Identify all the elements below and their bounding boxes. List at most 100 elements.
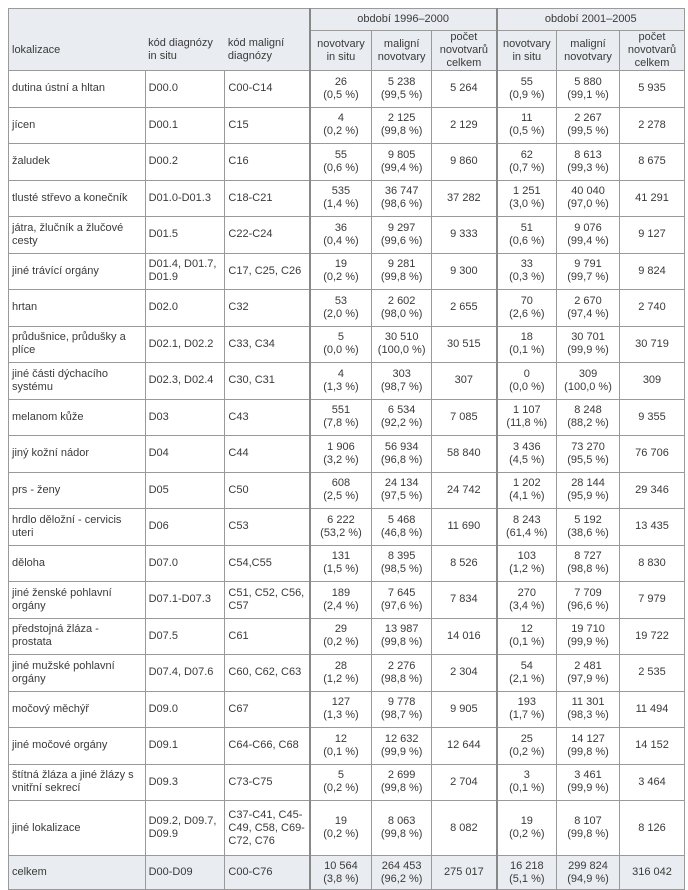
table-row: hrtan D02.0 C32 53 (2,0 %) 2 602 (98,0 %) 2 655… bbox=[8, 289, 685, 327]
cell-maligni-2001-value: 2 670 bbox=[574, 294, 602, 307]
cell-celkem-1996: 11 690 bbox=[431, 508, 498, 546]
cell-in-situ-1996-value: (0,5 %) bbox=[323, 88, 359, 101]
cell-kod-maligni: C51, C52, C56, C57 bbox=[224, 581, 311, 619]
cell-lokalizace-value: jiné části dýchacího systému bbox=[12, 367, 108, 393]
cell-celkem-1996: 37 282 bbox=[431, 179, 498, 217]
table-body: dutina ústní a hltan D00.0 C00-C14 26 (0,5 %… bbox=[8, 70, 685, 890]
cell-maligni-1996-value: (99,6 %) bbox=[380, 234, 423, 247]
cell-in-situ-1996: 6 222 (53,2 %) bbox=[308, 508, 373, 546]
cell-in-situ-1996: 53 (2,0 %) bbox=[308, 289, 373, 327]
incidence-table: období 1996–2000 období 2001–2005 lokali… bbox=[7, 8, 685, 890]
cell-celkem-2001-value: 9 824 bbox=[638, 264, 666, 277]
cell-in-situ-1996-value: (1,3 %) bbox=[323, 380, 359, 393]
cell-maligni-2001: 2 267 (99,5 %) bbox=[556, 106, 620, 144]
cell-celkem-2001-value: 13 435 bbox=[635, 520, 669, 533]
cell-in-situ-1996-value: (0,1 %) bbox=[323, 745, 359, 758]
cell-kod-in-situ-value: D00-D09 bbox=[148, 866, 193, 878]
cell-in-situ-1996-value: (3,8 %) bbox=[323, 872, 359, 885]
cell-celkem-1996-value: 2 304 bbox=[450, 666, 478, 679]
cell-kod-maligni: C22-C24 bbox=[224, 216, 311, 254]
cell-celkem-2001: 29 346 bbox=[619, 471, 685, 509]
cell-maligni-2001: 3 461 (99,9 %) bbox=[556, 763, 620, 801]
cell-in-situ-2001-value: 3 bbox=[523, 769, 530, 782]
cell-celkem-1996: 2 655 bbox=[431, 289, 498, 327]
cell-celkem-1996: 2 704 bbox=[431, 763, 498, 801]
cell-in-situ-2001: 12 (0,1 %) bbox=[495, 617, 558, 655]
cell-maligni-1996: 2 699 (99,8 %) bbox=[371, 763, 433, 801]
cell-kod-maligni: C00-C14 bbox=[224, 70, 311, 108]
cell-in-situ-1996: 127 (1,3 %) bbox=[308, 690, 373, 728]
cell-celkem-2001-value: 2 535 bbox=[638, 666, 666, 679]
cell-kod-in-situ: D02.1, D02.2 bbox=[144, 325, 226, 363]
cell-lokalizace: štítná žláza a jiné žlázy s vnitřní sekr… bbox=[8, 763, 146, 801]
cell-maligni-1996: 2 125 (99,8 %) bbox=[371, 106, 433, 144]
cell-kod-maligni: C17, C25, C26 bbox=[224, 252, 311, 290]
cell-kod-maligni-value: C51, C52, C56, C57 bbox=[228, 586, 305, 612]
cell-maligni-2001: 5 880 (99,1 %) bbox=[556, 70, 620, 108]
cell-maligni-1996-value: 7 645 bbox=[387, 586, 416, 599]
cell-in-situ-2001-value: (0,5 %) bbox=[509, 125, 545, 138]
cell-in-situ-1996-value: 535 bbox=[331, 185, 351, 198]
cell-celkem-2001: 9 355 bbox=[619, 398, 685, 436]
cell-in-situ-1996: 10 564 (3,8 %) bbox=[308, 855, 373, 890]
cell-in-situ-2001: 3 436 (4,5 %) bbox=[495, 435, 558, 473]
cell-maligni-1996: 5 238 (99,5 %) bbox=[371, 70, 433, 108]
table-row: melanom kůže D03 C43 551 (7,8 %) 6 534 (92,2 %… bbox=[8, 398, 685, 436]
cell-kod-in-situ-value: D02.1, D02.2 bbox=[148, 337, 214, 350]
cell-in-situ-1996-value: (53,2 %) bbox=[320, 526, 362, 539]
cell-in-situ-1996: 189 (2,4 %) bbox=[308, 581, 373, 619]
cell-lokalizace: jiné trávící orgány bbox=[8, 252, 146, 290]
cell-celkem-2001: 5 935 bbox=[619, 70, 685, 108]
cell-kod-maligni-value: C30, C31 bbox=[228, 374, 275, 387]
cell-lokalizace-value: celkem bbox=[12, 866, 47, 878]
cell-in-situ-2001-value: (1,7 %) bbox=[509, 709, 545, 722]
cell-maligni-2001-value: (97,4 %) bbox=[567, 307, 609, 320]
cell-celkem-1996: 9 905 bbox=[431, 690, 498, 728]
cell-kod-in-situ: D00.0 bbox=[144, 70, 226, 108]
cell-in-situ-1996: 29 (0,2 %) bbox=[308, 617, 373, 655]
cell-maligni-2001-value: 309 bbox=[578, 367, 598, 380]
cell-maligni-2001: 7 709 (96,6 %) bbox=[556, 581, 620, 619]
cell-lokalizace-value: jiné močové orgány bbox=[12, 739, 108, 752]
header-blank bbox=[7, 8, 310, 31]
cell-in-situ-1996: 55 (0,6 %) bbox=[308, 143, 373, 181]
table-row: jiné močové orgány D09.1 C64-C66, C68 12 (0,… bbox=[8, 727, 685, 765]
cell-celkem-1996-value: 2 704 bbox=[450, 775, 478, 788]
cell-celkem-1996: 2 129 bbox=[431, 106, 498, 144]
cell-lokalizace-value: jiné mužské pohlavní orgány bbox=[12, 659, 115, 685]
cell-lokalizace-value: jiný kožní nádor bbox=[12, 447, 90, 460]
cell-in-situ-2001-value: 33 bbox=[520, 258, 533, 271]
header-celkem-1: počet novotvarů celkem bbox=[431, 30, 498, 71]
cell-in-situ-2001: 25 (0,2 %) bbox=[495, 727, 558, 765]
cell-maligni-2001-value: (95,5 %) bbox=[567, 453, 609, 466]
cell-in-situ-2001-value: 1 107 bbox=[513, 404, 541, 417]
cell-celkem-1996-value: 8 526 bbox=[450, 556, 478, 569]
cell-in-situ-1996-value: 12 bbox=[334, 732, 348, 745]
cell-maligni-2001-value: (99,7 %) bbox=[567, 271, 609, 284]
cell-celkem-1996-value: 11 690 bbox=[447, 520, 481, 533]
cell-in-situ-1996-value: (0,2 %) bbox=[323, 125, 359, 138]
cell-in-situ-1996: 36 (0,4 %) bbox=[308, 216, 373, 254]
cell-maligni-1996-value: 5 238 bbox=[387, 75, 416, 88]
cell-maligni-2001: 9 791 (99,7 %) bbox=[556, 252, 620, 290]
cell-kod-in-situ-value: D09.2, D09.7, D09.9 bbox=[148, 815, 217, 840]
cell-celkem-2001: 2 740 bbox=[619, 289, 685, 327]
cell-maligni-1996-value: (100,0 %) bbox=[377, 344, 426, 357]
cell-lokalizace-value: jícen bbox=[12, 118, 36, 131]
cell-celkem-1996-value: 275 017 bbox=[443, 866, 484, 878]
cell-in-situ-1996-value: (1,2 %) bbox=[323, 672, 359, 685]
cell-in-situ-2001-value: (0,0 %) bbox=[509, 380, 545, 393]
cell-maligni-2001-value: 2 481 bbox=[574, 659, 602, 672]
cell-celkem-1996-value: 2 655 bbox=[450, 301, 478, 314]
cell-maligni-2001-value: 7 709 bbox=[574, 586, 602, 599]
cell-kod-in-situ: D00-D09 bbox=[144, 855, 226, 890]
cell-celkem-1996-value: 9 905 bbox=[450, 702, 478, 715]
cell-celkem-2001: 76 706 bbox=[619, 435, 685, 473]
cell-maligni-1996: 2 276 (98,8 %) bbox=[371, 654, 433, 692]
cell-maligni-1996-value: 2 276 bbox=[387, 659, 416, 672]
cell-maligni-1996: 8 395 (98,5 %) bbox=[371, 544, 433, 582]
cell-lokalizace-value: tlusté střevo a konečník bbox=[12, 191, 128, 204]
cell-celkem-2001-value: 41 291 bbox=[635, 191, 669, 204]
cell-lokalizace-value: melanom kůže bbox=[12, 410, 84, 423]
cell-in-situ-2001-value: 103 bbox=[517, 550, 536, 563]
